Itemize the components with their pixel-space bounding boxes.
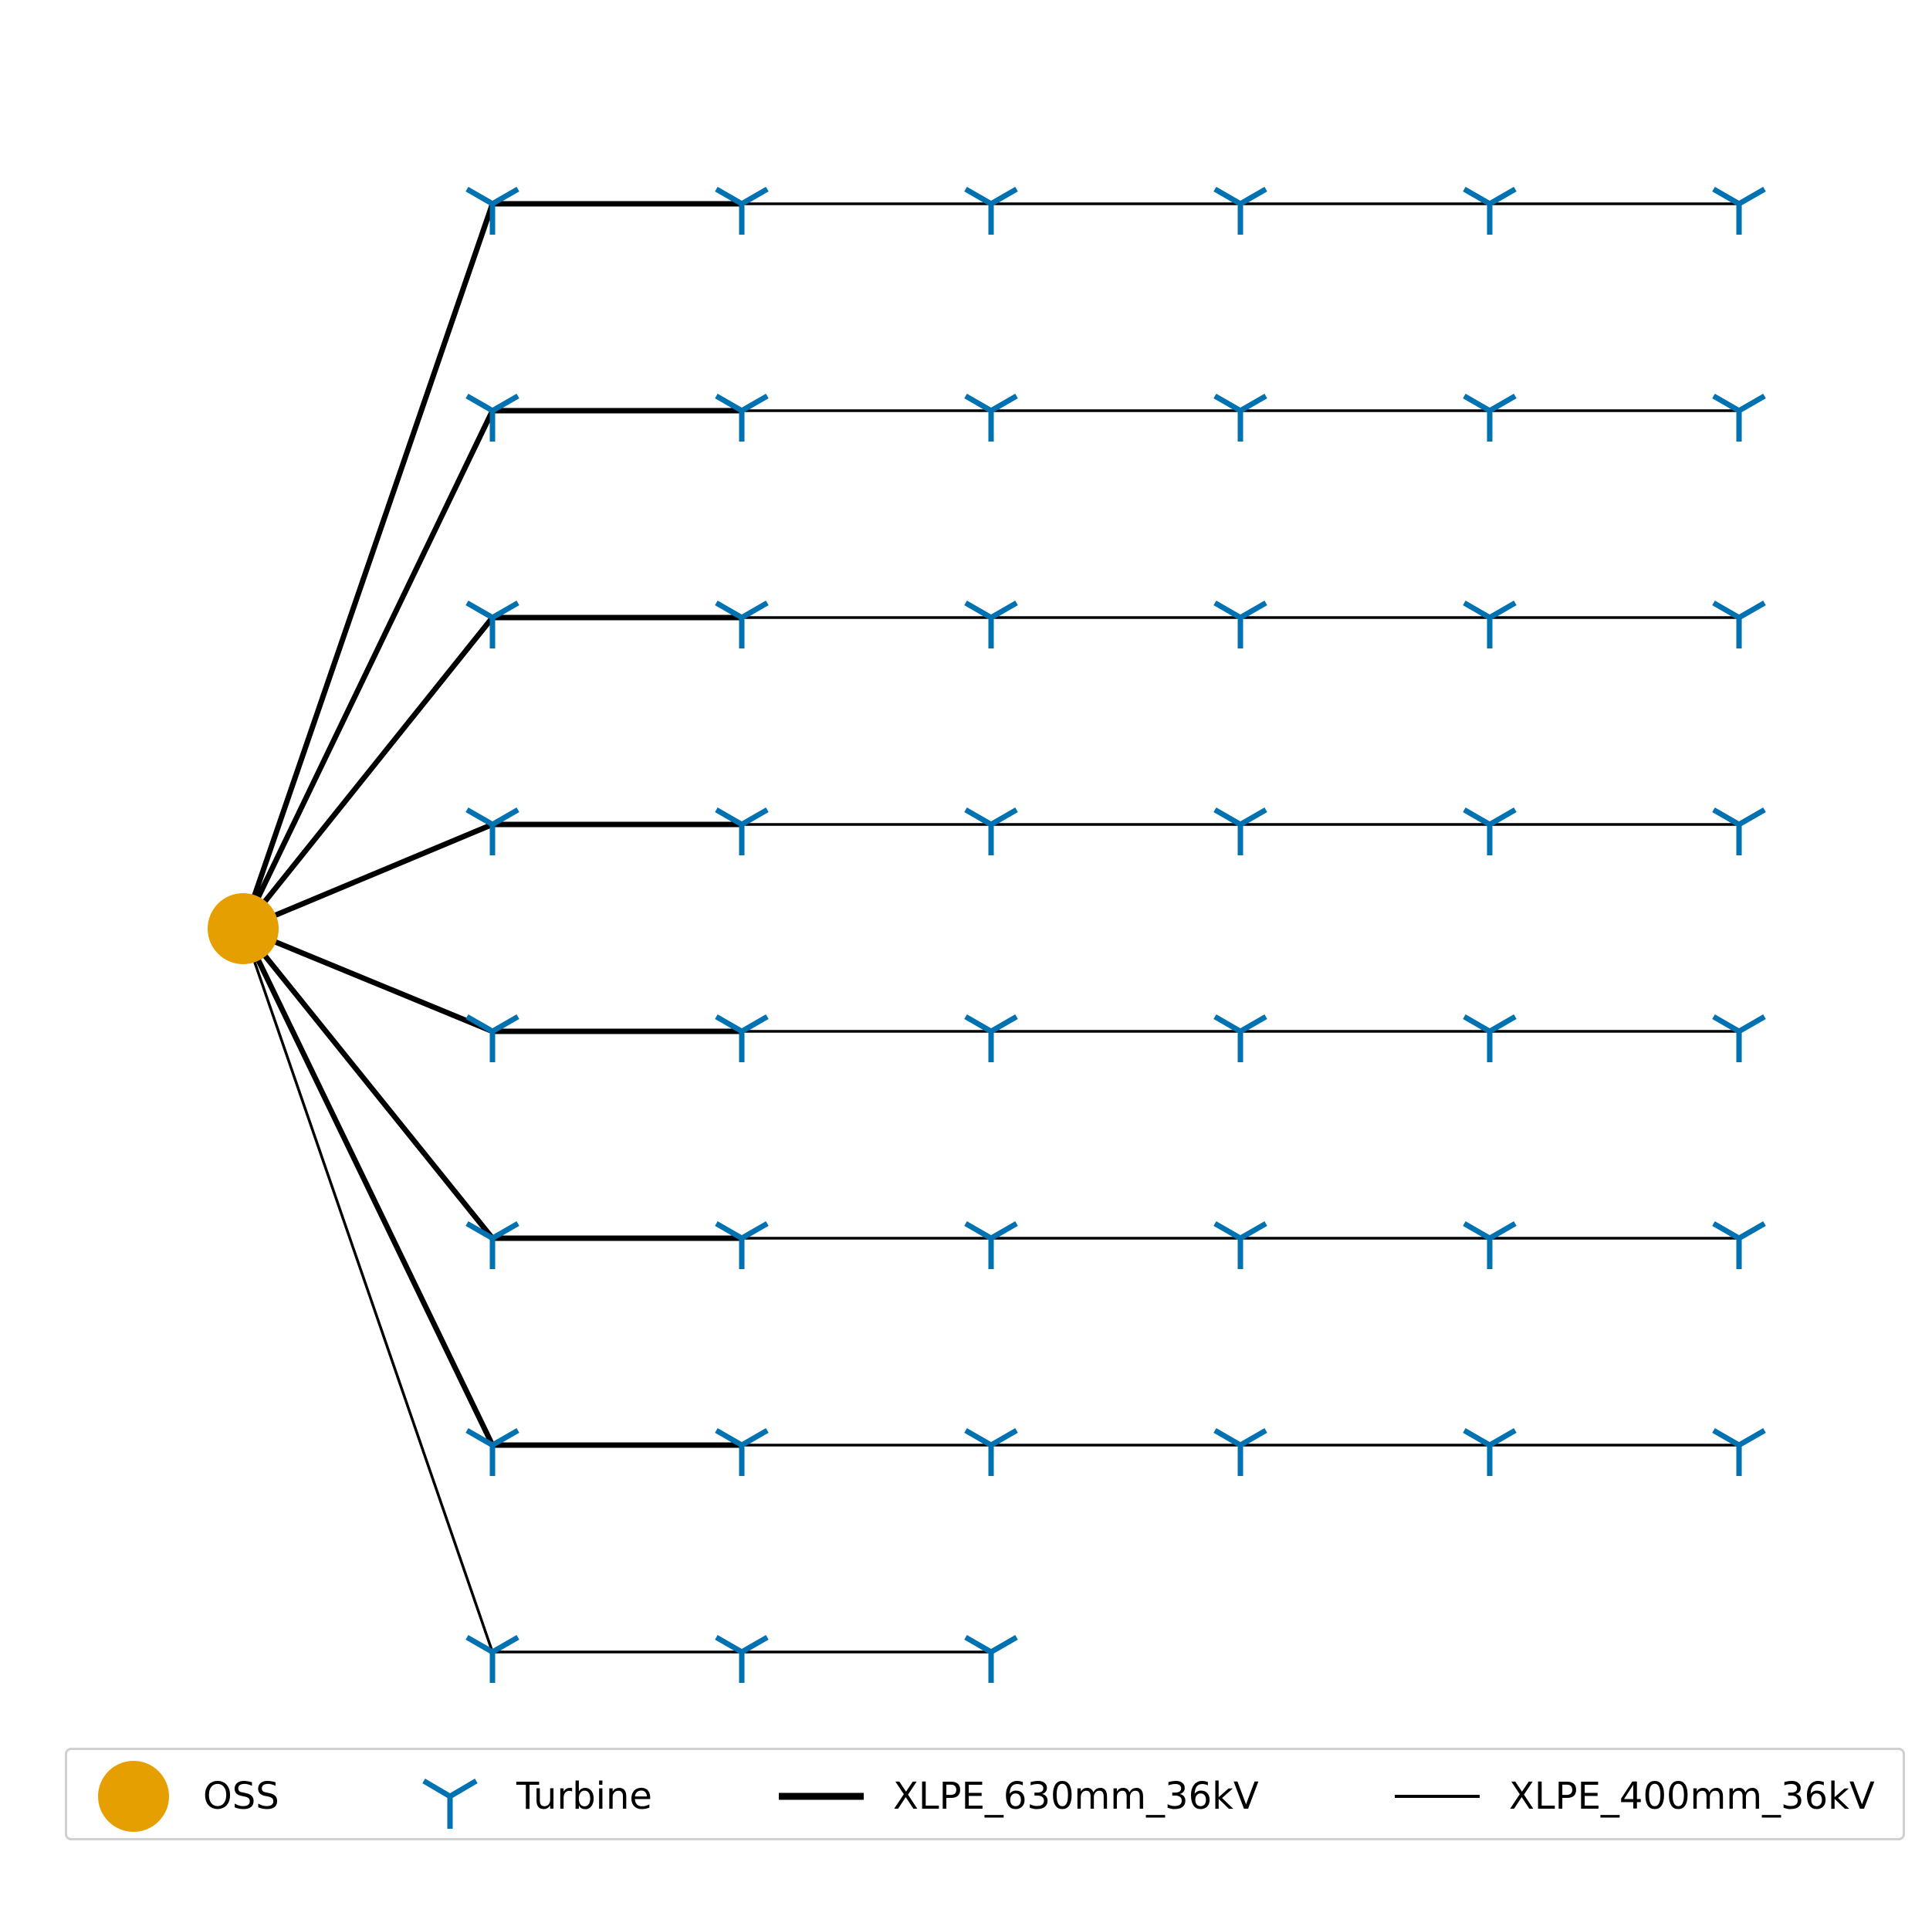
turbine-marker-r5-c6 (1712, 1014, 1766, 1062)
turbine-marker-r4-c2 (715, 807, 769, 855)
legend-item-cable-630: XLPE_630mm_36kV (777, 1750, 1259, 1843)
turbine-marker-r3-c1 (465, 600, 519, 648)
thick-cable-line-icon (779, 1792, 864, 1800)
legend-label-cable-400: XLPE_400mm_36kV (1509, 1775, 1875, 1818)
oss-substation-node (208, 893, 279, 964)
turbine-marker-r1-c4 (1213, 186, 1267, 235)
turbine-marker-r5-c5 (1463, 1014, 1517, 1062)
thin-cable-line-icon (1395, 1795, 1480, 1798)
export-cable-1 (240, 202, 496, 930)
legend-item-cable-400: XLPE_400mm_36kV (1393, 1750, 1875, 1843)
turbine-marker-r6-c6 (1712, 1220, 1766, 1269)
turbine-marker-r1-c5 (1463, 186, 1517, 235)
export-cable-5 (242, 926, 494, 1034)
export-cable-8 (242, 928, 494, 1653)
turbine-marker-r5-c3 (964, 1014, 1018, 1062)
turbine-marker-r2-c1 (465, 393, 519, 442)
turbine-marker-r4-c4 (1213, 807, 1267, 855)
turbine-marker-r6-c5 (1463, 1220, 1517, 1269)
legend: OSS Turbine XLPE_630mm_36kV XLPE_400mm_3… (65, 1748, 1905, 1840)
legend-label-turbine: Turbine (516, 1775, 652, 1818)
turbine-marker-r5-c1 (465, 1014, 519, 1062)
turbine-marker-r4-c5 (1463, 807, 1517, 855)
export-cable-4 (242, 821, 494, 932)
turbine-marker-r3-c2 (715, 600, 769, 648)
turbine-marker-r5-c4 (1213, 1014, 1267, 1062)
turbine-marker-r7-c6 (1712, 1427, 1766, 1476)
turbine-marker-r3-c5 (1463, 600, 1517, 648)
turbine-marker-r1-c6 (1712, 186, 1766, 235)
turbine-marker-r7-c1 (465, 1427, 519, 1476)
turbine-marker-r1-c1 (465, 186, 519, 235)
legend-item-turbine: Turbine (411, 1750, 652, 1843)
turbine-marker-r2-c4 (1213, 393, 1267, 442)
turbine-marker-r2-c2 (715, 393, 769, 442)
turbine-marker-r4-c1 (465, 807, 519, 855)
turbine-marker-r5-c2 (715, 1014, 769, 1062)
export-cable-7 (240, 927, 496, 1447)
oss-circle-icon (98, 1761, 169, 1832)
turbine-marker-r6-c4 (1213, 1220, 1267, 1269)
node-layer (208, 186, 1766, 1683)
turbine-marker-r2-c5 (1463, 393, 1517, 442)
turbine-marker-r3-c4 (1213, 600, 1267, 648)
turbine-marker-icon (422, 1778, 478, 1829)
turbine-marker-r6-c3 (964, 1220, 1018, 1269)
turbine-marker-r7-c3 (964, 1427, 1018, 1476)
legend-label-oss: OSS (203, 1775, 279, 1818)
turbine-marker-r6-c1 (465, 1220, 519, 1269)
turbine-marker-r7-c5 (1463, 1427, 1517, 1476)
turbine-marker-r8-c2 (715, 1634, 769, 1683)
export-cable-6 (241, 926, 495, 1241)
turbine-marker-r7-c4 (1213, 1427, 1267, 1476)
turbine-marker-r2-c3 (964, 393, 1018, 442)
turbine-marker-r1-c2 (715, 186, 769, 235)
turbine-marker-r8-c1 (465, 1634, 519, 1683)
export-cable-3 (241, 615, 495, 931)
cable-layer (240, 201, 1739, 1654)
legend-label-cable-630: XLPE_630mm_36kV (893, 1775, 1259, 1818)
turbine-marker-r7-c2 (715, 1427, 769, 1476)
turbine-marker-r2-c6 (1712, 393, 1766, 442)
turbine-marker-r8-c3 (964, 1634, 1018, 1683)
turbine-marker-r3-c3 (964, 600, 1018, 648)
turbine-marker-r3-c6 (1712, 600, 1766, 648)
turbine-marker-r4-c6 (1712, 807, 1766, 855)
turbine-marker-r4-c3 (964, 807, 1018, 855)
legend-item-oss: OSS (95, 1750, 279, 1843)
turbine-marker-r1-c3 (964, 186, 1018, 235)
export-cable-2 (240, 409, 496, 930)
turbine-marker-r6-c2 (715, 1220, 769, 1269)
